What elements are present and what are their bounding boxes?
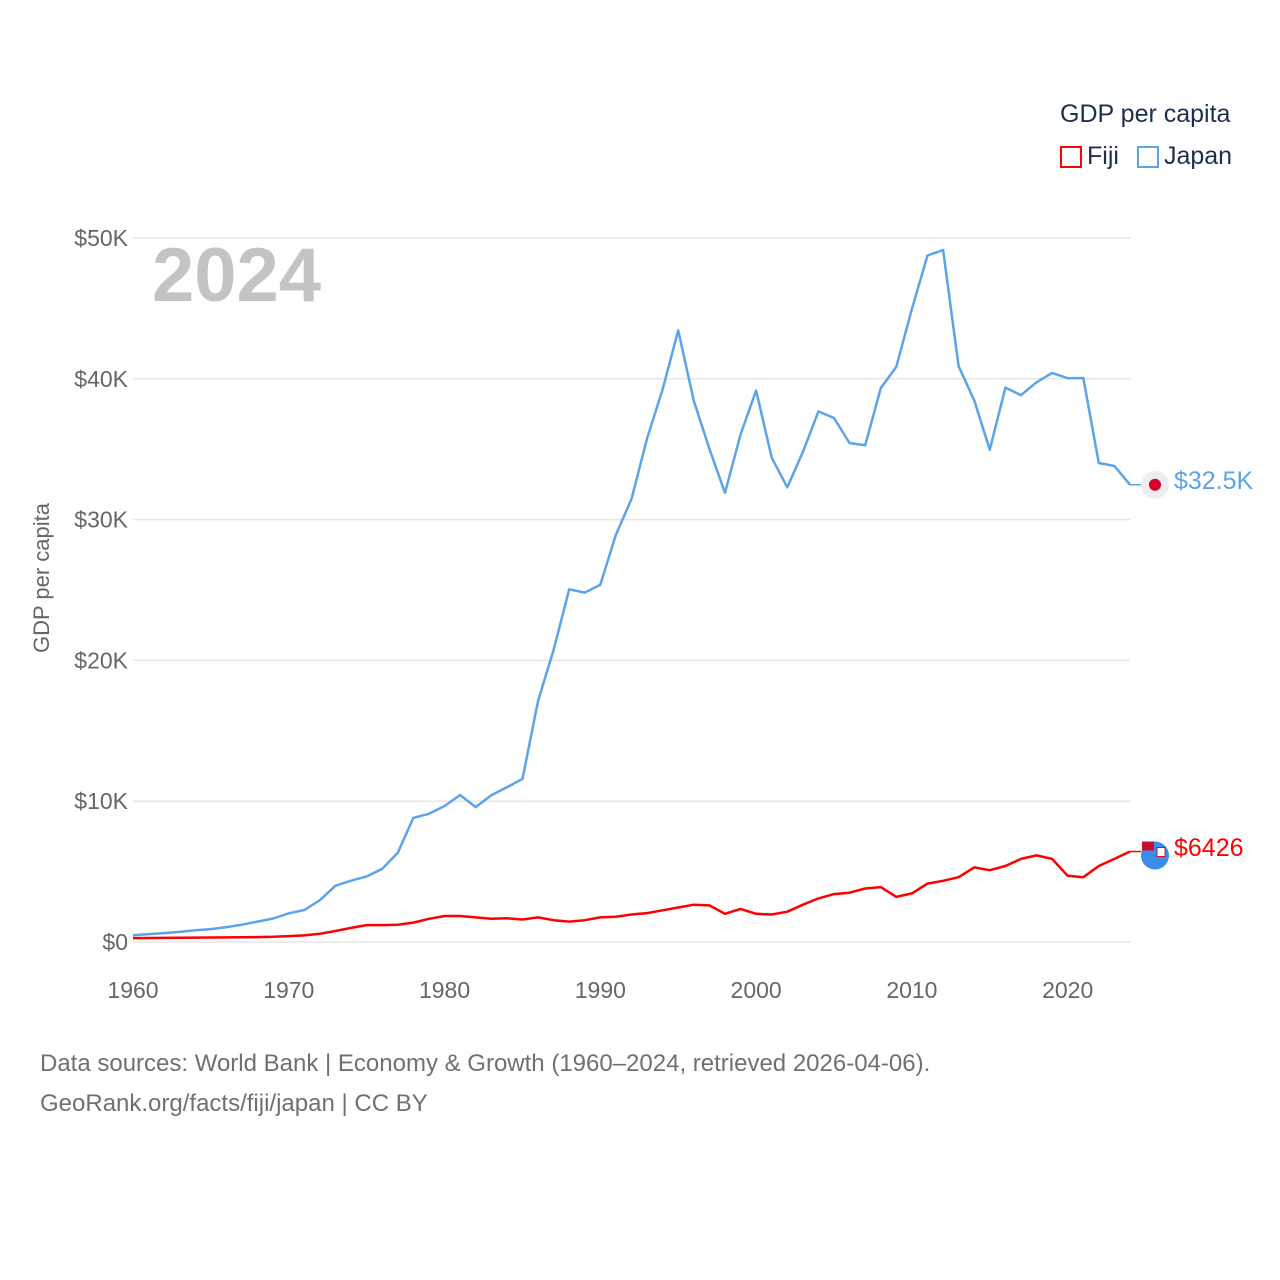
x-tick-label: 2010 <box>886 977 937 1003</box>
x-tick-label: 1980 <box>419 977 470 1003</box>
fiji-end-label: $6426 <box>1174 834 1244 862</box>
y-tick-label: $10K <box>74 788 128 814</box>
legend-item-japan[interactable]: Japan <box>1136 142 1233 171</box>
x-tick-label: 1970 <box>263 977 314 1003</box>
fiji-flag-union <box>1142 841 1154 851</box>
japan-end-label: $32.5K <box>1174 467 1254 495</box>
legend: Fiji Japan <box>1060 142 1232 171</box>
x-tick-label: 1990 <box>575 977 626 1003</box>
x-tick-label: 2020 <box>1042 977 1093 1003</box>
y-tick-label: $0 <box>102 929 128 955</box>
x-tick-label: 2000 <box>731 977 782 1003</box>
legend-swatch-japan <box>1136 145 1159 168</box>
y-axis-label: GDP per capita <box>29 502 54 654</box>
y-tick-label: $30K <box>74 507 128 533</box>
x-tick-label: 1960 <box>107 977 158 1003</box>
footer-sources: Data sources: World Bank | Economy & Gro… <box>40 1050 931 1077</box>
series-line-japan <box>132 248 1131 937</box>
y-tick-label: $20K <box>74 647 128 673</box>
legend-title: GDP per capita <box>1060 100 1231 128</box>
series-line-fiji <box>132 850 1131 940</box>
legend-item-fiji[interactable]: Fiji <box>1060 142 1119 171</box>
footer: Data sources: World Bank | Economy & Gro… <box>40 1044 930 1124</box>
y-tick-label: $40K <box>74 366 128 392</box>
legend-swatch-fiji <box>1060 145 1082 168</box>
legend-label-japan: Japan <box>1163 142 1233 170</box>
fiji-flag-shield <box>1156 847 1166 858</box>
legend-label-fiji: Fiji <box>1087 142 1119 170</box>
footer-credit[interactable]: GeoRank.org/facts/fiji/japan | CC BY <box>40 1090 428 1117</box>
year-label: 2024 <box>152 233 322 318</box>
y-tick-label: $50K <box>74 225 128 251</box>
japan-flag-disc <box>1149 478 1161 491</box>
